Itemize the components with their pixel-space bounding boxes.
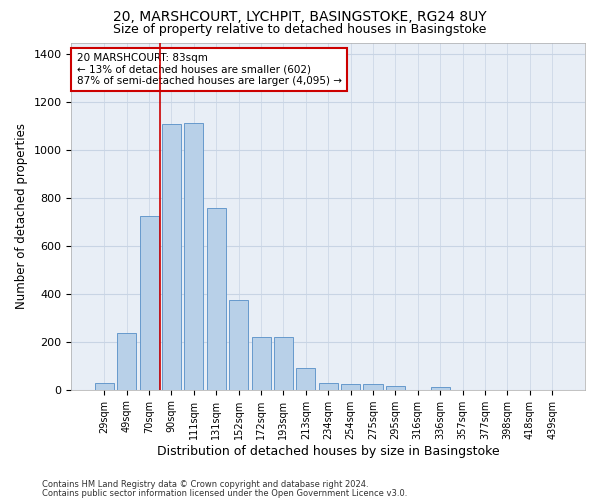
Bar	[184, 122, 203, 390]
Bar	[431, 387, 449, 390]
Bar	[364, 384, 383, 390]
Bar	[251, 337, 271, 390]
Text: Contains public sector information licensed under the Open Government Licence v3: Contains public sector information licen…	[42, 488, 407, 498]
Bar	[229, 300, 248, 390]
Text: Contains HM Land Registry data © Crown copyright and database right 2024.: Contains HM Land Registry data © Crown c…	[42, 480, 368, 489]
Bar	[296, 368, 316, 390]
Bar	[162, 124, 181, 390]
Bar	[117, 334, 136, 390]
Bar	[274, 337, 293, 390]
Text: 20, MARSHCOURT, LYCHPIT, BASINGSTOKE, RG24 8UY: 20, MARSHCOURT, LYCHPIT, BASINGSTOKE, RG…	[113, 10, 487, 24]
Text: 20 MARSHCOURT: 83sqm
← 13% of detached houses are smaller (602)
87% of semi-deta: 20 MARSHCOURT: 83sqm ← 13% of detached h…	[77, 53, 341, 86]
Bar	[95, 382, 114, 390]
Bar	[386, 386, 405, 390]
Y-axis label: Number of detached properties: Number of detached properties	[15, 123, 28, 309]
Bar	[341, 384, 360, 390]
X-axis label: Distribution of detached houses by size in Basingstoke: Distribution of detached houses by size …	[157, 444, 500, 458]
Bar	[319, 382, 338, 390]
Bar	[207, 208, 226, 390]
Text: Size of property relative to detached houses in Basingstoke: Size of property relative to detached ho…	[113, 22, 487, 36]
Bar	[140, 216, 158, 390]
